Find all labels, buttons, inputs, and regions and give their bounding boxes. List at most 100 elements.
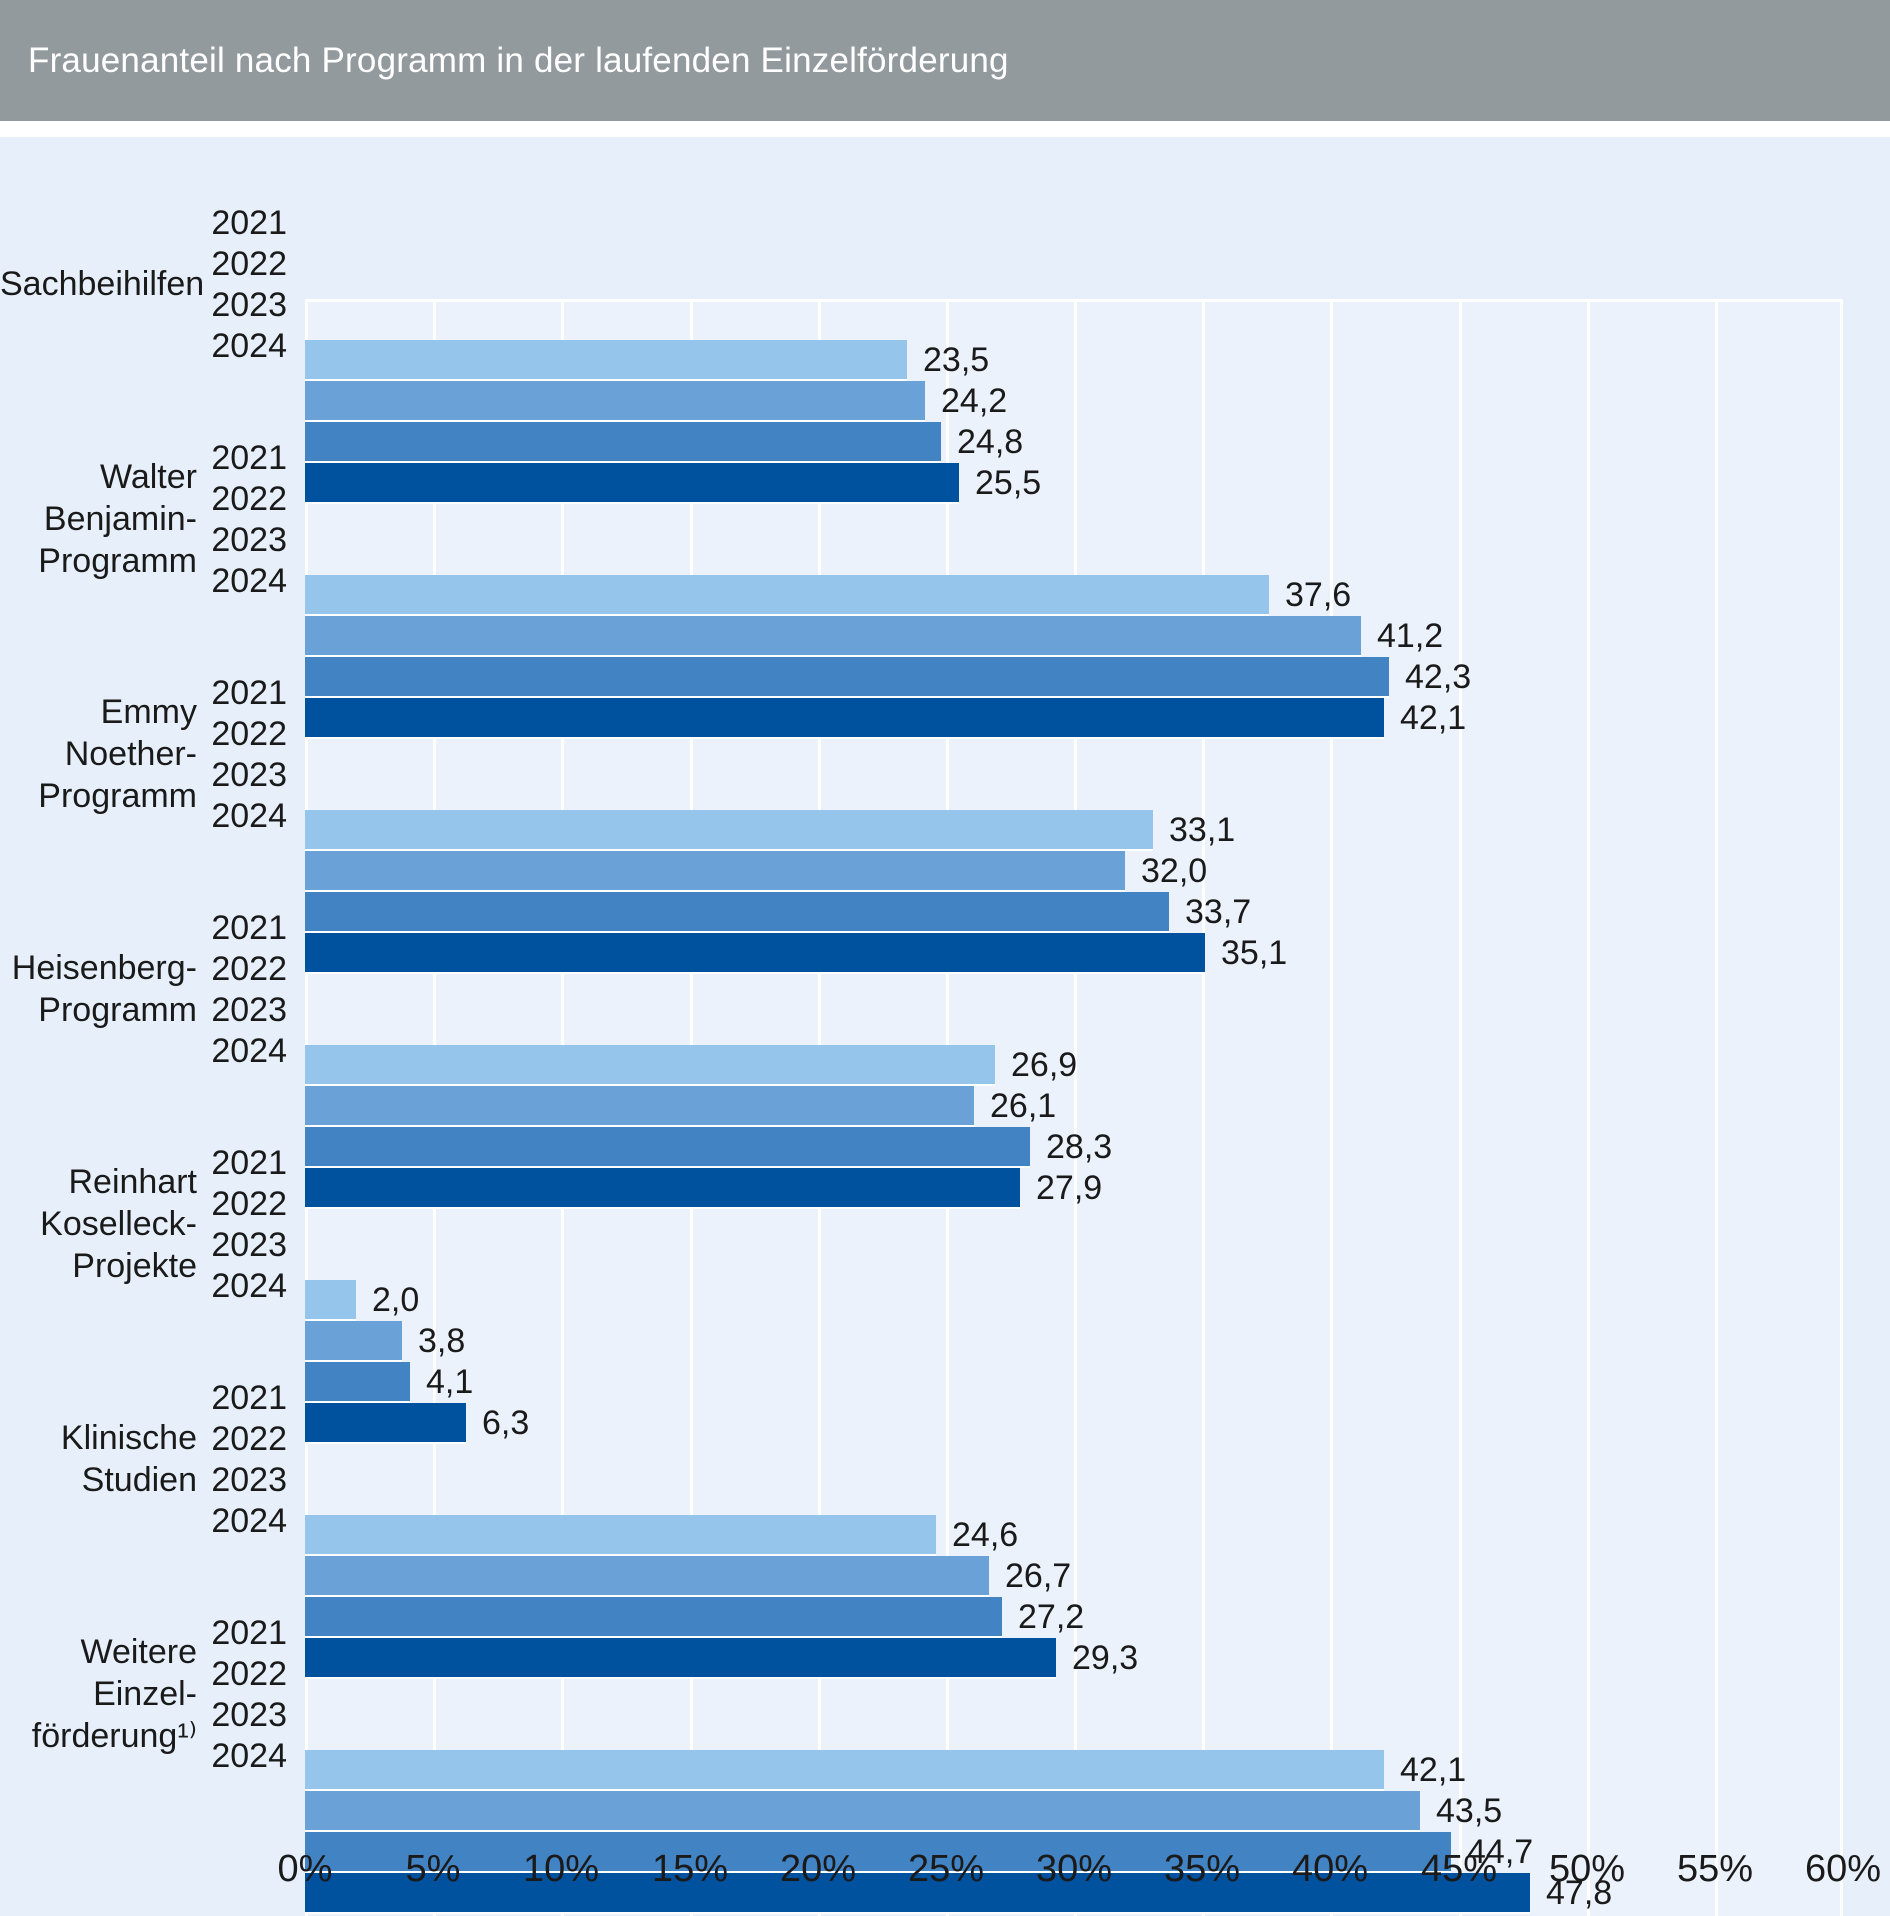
- bar-2023-group4: [305, 1127, 1030, 1168]
- year-label: 2021: [211, 1379, 287, 1417]
- x-tick-label: 25%: [907, 1848, 985, 1890]
- value-label: 33,7: [1185, 893, 1252, 931]
- value-label: 28,3: [1046, 1128, 1113, 1166]
- bar-2021-group4: [305, 1045, 995, 1086]
- year-label: 2021: [211, 439, 287, 477]
- x-tick-label: 15%: [651, 1848, 729, 1890]
- year-label: 2024: [211, 1267, 287, 1305]
- gridline: [1074, 299, 1077, 1916]
- year-label: 2024: [211, 327, 287, 365]
- value-label: 23,5: [923, 341, 990, 379]
- category-label-line: Sachbeihilfen: [0, 265, 205, 303]
- bar-2022-group5: [305, 1321, 402, 1362]
- year-label: 2023: [211, 1226, 287, 1264]
- year-label: 2021: [211, 1144, 287, 1182]
- category-label-line: Projekte: [72, 1247, 197, 1285]
- value-label: 37,6: [1285, 576, 1352, 614]
- category-label-line: Programm: [38, 991, 197, 1029]
- year-label: 2024: [211, 1737, 287, 1775]
- x-tick-label: 30%: [1035, 1848, 1113, 1890]
- category-label: Weitere Einzel-förderung¹⁾: [0, 1631, 197, 1757]
- bar-2023-group2: [305, 657, 1389, 698]
- x-tick-label: 0%: [277, 1848, 333, 1890]
- bar-2023-group1: [305, 422, 941, 463]
- bar-2023-group5: [305, 1362, 410, 1403]
- year-label: 2024: [211, 1032, 287, 1070]
- value-label: 42,1: [1400, 1751, 1467, 1789]
- bar-2022-group2: [305, 616, 1361, 657]
- category-label-line: Walter: [100, 458, 197, 496]
- value-label: 44,7: [1467, 1833, 1534, 1871]
- plot-top-edge: [305, 299, 1843, 302]
- year-label: 2021: [211, 909, 287, 947]
- x-tick-label: 55%: [1676, 1848, 1754, 1890]
- year-label: 2021: [211, 1614, 287, 1652]
- bar-2021-group6: [305, 1515, 936, 1556]
- category-label: Klinische Studien: [0, 1417, 197, 1501]
- bar-2024-group1: [305, 463, 959, 504]
- gridline: [1587, 299, 1590, 1916]
- value-label: 29,3: [1072, 1639, 1139, 1677]
- value-label: 41,2: [1377, 617, 1444, 655]
- chart-content-area: 23,5 24,2 24,8 25,5 37,6 41,2 42,3 42,1 33,1 32,0…: [0, 137, 1890, 1916]
- bar-2022-group1: [305, 381, 925, 422]
- x-tick-label: 40%: [1291, 1848, 1369, 1890]
- value-label: 3,8: [418, 1322, 466, 1360]
- category-label: Sachbeihilfen: [0, 263, 205, 305]
- bar-2021-group5: [305, 1280, 356, 1321]
- chart-title: Frauenanteil nach Programm in der laufen…: [28, 40, 1009, 80]
- x-tick-label: 50%: [1548, 1848, 1626, 1890]
- bar-2021-group3: [305, 810, 1153, 851]
- x-tick-label: 5%: [405, 1848, 461, 1890]
- bar-2024-group7: [305, 1873, 1530, 1914]
- year-label: 2022: [211, 1185, 287, 1223]
- year-label: 2023: [211, 1696, 287, 1734]
- category-label-line: Koselleck-: [40, 1205, 197, 1243]
- category-label-line: Einzel-: [93, 1675, 197, 1713]
- value-label: 24,8: [957, 423, 1024, 461]
- year-label: 2024: [211, 562, 287, 600]
- bar-2022-group4: [305, 1086, 974, 1127]
- gridline: [1202, 299, 1205, 1916]
- value-label: 35,1: [1221, 934, 1288, 972]
- year-label: 2022: [211, 1420, 287, 1458]
- bar-2024-group6: [305, 1638, 1056, 1679]
- year-label: 2024: [211, 1502, 287, 1540]
- category-label-line: Weitere: [80, 1633, 197, 1671]
- category-label-line: Heisenberg-: [11, 949, 197, 987]
- category-label-line: förderung¹⁾: [31, 1717, 197, 1755]
- year-label: 2021: [211, 674, 287, 712]
- bar-2022-group7: [305, 1791, 1420, 1832]
- x-tick-label: 35%: [1163, 1848, 1241, 1890]
- value-label: 24,6: [952, 1516, 1019, 1554]
- category-label-line: Reinhart: [68, 1163, 197, 1201]
- category-label: Emmy Noether- Programm: [0, 691, 197, 817]
- x-tick-label: 20%: [779, 1848, 857, 1890]
- value-label: 26,1: [990, 1087, 1057, 1125]
- value-label: 43,5: [1436, 1792, 1503, 1830]
- bar-2021-group2: [305, 575, 1269, 616]
- bar-2023-group7: [305, 1832, 1451, 1873]
- category-label: Walter Benjamin- Programm: [0, 456, 197, 582]
- bar-2021-group1: [305, 340, 907, 381]
- bar-2022-group3: [305, 851, 1125, 892]
- value-label: 42,3: [1405, 658, 1472, 696]
- year-label: 2023: [211, 286, 287, 324]
- plot-area: 23,5 24,2 24,8 25,5 37,6 41,2 42,3 42,1 33,1 32,0…: [305, 299, 1843, 1916]
- gridline: [1715, 299, 1718, 1916]
- category-label-line: Benjamin-: [43, 500, 197, 538]
- bar-2023-group3: [305, 892, 1169, 933]
- year-label: 2023: [211, 991, 287, 1029]
- year-label: 2022: [211, 950, 287, 988]
- category-label-line: Noether-: [64, 735, 197, 773]
- value-label: 42,1: [1400, 699, 1467, 737]
- category-label-line: Emmy: [100, 693, 197, 731]
- year-label: 2023: [211, 521, 287, 559]
- bar-2023-group6: [305, 1597, 1002, 1638]
- bar-2024-group5: [305, 1403, 466, 1444]
- category-label: Heisenberg- Programm: [0, 947, 197, 1031]
- value-label: 4,1: [426, 1363, 474, 1401]
- year-label: 2023: [211, 756, 287, 794]
- category-label-line: Studien: [81, 1461, 197, 1499]
